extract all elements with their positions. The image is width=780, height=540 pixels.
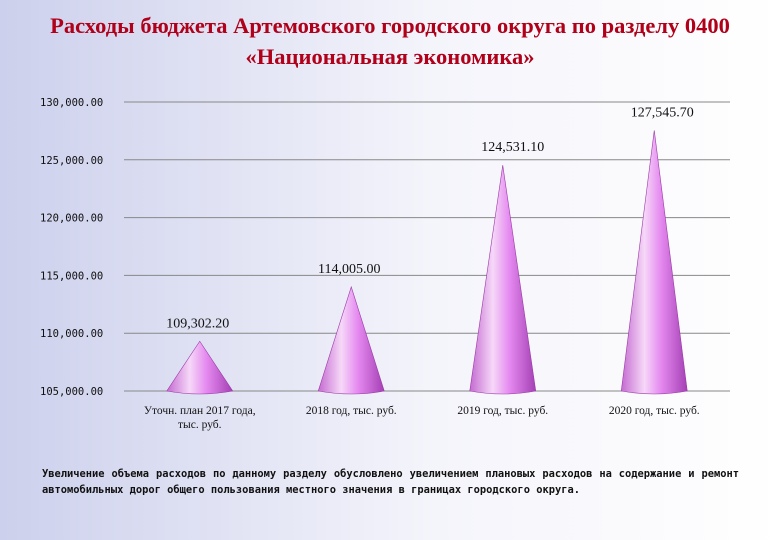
explanatory-note: Увеличение объема расходов по данному ра… [42, 468, 739, 496]
data-labels: 109,302.20 114,005.00 124,531.10 127,545.70 [166, 105, 694, 331]
bar [469, 165, 537, 395]
y-tick-label: 130,000.00 [40, 97, 103, 109]
x-tick-label: 2018 год, тыс. руб. [306, 405, 397, 417]
chart-title: Расходы бюджета Артемовского городского … [50, 13, 730, 69]
y-tick-label: 105,000.00 [40, 386, 103, 398]
data-label: 124,531.10 [481, 140, 544, 155]
bar [317, 285, 385, 395]
x-tick-label: 2020 год, тыс. руб. [609, 405, 700, 417]
x-tick-label: Уточн. план 2017 года, [144, 405, 256, 417]
x-tick-label: 2019 год, тыс. руб. [457, 405, 548, 417]
x-axis-labels: Уточн. план 2017 года, тыс. руб. 2018 год,… [144, 405, 700, 431]
bar [166, 340, 234, 395]
chart: 105,000.00 110,000.00 115,000.00 120,000.00… [40, 97, 730, 431]
bars [166, 130, 688, 395]
y-axis-ticks: 105,000.00 110,000.00 115,000.00 120,000.00… [40, 97, 103, 398]
y-tick-label: 110,000.00 [40, 328, 103, 340]
data-label: 127,545.70 [631, 105, 694, 120]
y-tick-label: 120,000.00 [40, 213, 103, 225]
bar [620, 130, 688, 395]
data-label: 109,302.20 [166, 316, 229, 331]
y-tick-label: 125,000.00 [40, 155, 103, 167]
y-tick-label: 115,000.00 [40, 270, 103, 282]
data-label: 114,005.00 [318, 262, 380, 277]
x-tick-label: тыс. руб. [178, 419, 222, 431]
